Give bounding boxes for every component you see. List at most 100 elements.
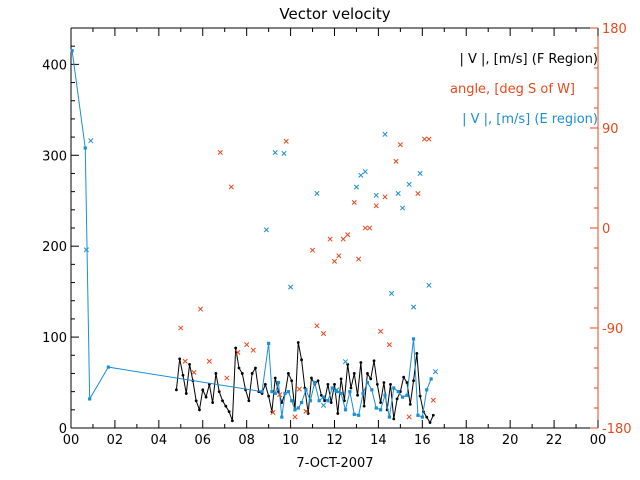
angle-point	[327, 236, 333, 242]
f-region-point	[300, 358, 303, 362]
e-region-point	[365, 380, 370, 385]
f-region-point	[389, 382, 392, 386]
angle-point-stroke-b	[378, 328, 384, 334]
e-region-scatter-point-stroke-b	[83, 247, 89, 253]
angle-point-stroke-b	[382, 194, 388, 200]
legend-entry-e-region: | V |, [m/s] (E region)	[462, 112, 598, 127]
f-region-point	[201, 388, 205, 392]
e-region-point	[379, 408, 383, 412]
f-region-point	[188, 362, 191, 366]
e-region-scatter-point	[358, 172, 364, 178]
x-tick-label: 14	[370, 433, 387, 448]
e-region-scatter-point-stroke-b	[426, 282, 432, 288]
angle-point	[283, 138, 289, 144]
e-region-point	[83, 146, 87, 150]
e-region-point	[313, 380, 317, 385]
angle-point	[277, 392, 283, 398]
angle-point	[250, 347, 256, 353]
f-region-point	[428, 421, 432, 424]
angle-point-stroke-b	[345, 232, 351, 238]
angle-point	[244, 342, 250, 348]
e-region-scatter-point	[272, 149, 278, 156]
angle-point-stroke-b	[292, 414, 298, 420]
e-region-scatter-point	[88, 138, 94, 144]
f-region-point	[178, 357, 182, 361]
e-region-scatter-point	[314, 190, 320, 197]
e-region-point	[348, 390, 352, 394]
angle-point-stroke-b	[244, 342, 250, 348]
angle-point	[303, 408, 309, 414]
e-region-scatter-point-stroke-b	[88, 138, 94, 144]
f-region-point	[286, 372, 290, 375]
angle-point	[224, 375, 230, 381]
f-region-point	[296, 341, 300, 344]
angle-point-stroke-b	[228, 184, 234, 190]
chart-title: Vector velocity	[279, 5, 390, 23]
e-region-scatter-point	[281, 150, 287, 157]
angle-point-stroke-b	[309, 247, 316, 253]
angle-point-stroke-b	[356, 256, 362, 262]
y2-tick-label: 90	[602, 122, 619, 137]
f-region-point	[184, 392, 188, 395]
f-region-point	[375, 382, 379, 386]
e-region-point	[260, 390, 264, 394]
e-region-point	[387, 415, 391, 419]
e-region-scatter-point-stroke-b	[353, 184, 360, 190]
angle-point	[397, 142, 403, 148]
y-tick-label: 300	[42, 149, 67, 164]
x-tick-label: 18	[458, 433, 475, 448]
e-region-point	[357, 413, 361, 417]
f-region-point	[329, 401, 333, 404]
angle-point-stroke-b	[191, 369, 197, 375]
e-region-scatter-point	[288, 284, 294, 290]
f-region-point	[405, 381, 409, 384]
angle-point-stroke-b	[206, 358, 212, 364]
e-region-point	[370, 388, 374, 392]
y-tick-label: 400	[42, 58, 67, 73]
f-region-point	[418, 394, 422, 398]
e-region-scatter-point-stroke-b	[395, 190, 401, 197]
angle-point	[182, 358, 188, 364]
f-region-point	[310, 376, 313, 380]
angle-point	[217, 149, 223, 155]
angle-point-stroke-b	[217, 149, 223, 155]
y2-tick-label: -90	[602, 322, 623, 337]
e-region-scatter-point	[426, 282, 432, 288]
angle-point-stroke-b	[373, 203, 379, 209]
e-region-scatter-point-stroke-b	[272, 149, 278, 156]
e-region-point	[420, 415, 424, 419]
f-region-point	[395, 397, 399, 401]
f-region-point	[194, 399, 198, 403]
f-region-point	[234, 346, 238, 350]
x-tick-label: 20	[502, 433, 519, 448]
e-region-point	[283, 391, 287, 396]
f-region-point	[230, 419, 234, 423]
angle-point-stroke-b	[406, 414, 412, 420]
angle-point	[351, 199, 357, 205]
angle-point	[378, 328, 384, 334]
f-region-point	[204, 395, 208, 399]
e-region-scatter-point	[389, 290, 395, 297]
f-region-point	[408, 402, 412, 406]
e-region-point	[317, 399, 321, 403]
angle-point-stroke-b	[283, 138, 289, 144]
f-region-point	[280, 401, 284, 404]
e-region-point	[280, 415, 284, 419]
angle-point	[292, 414, 298, 420]
angle-point	[430, 397, 436, 403]
e-region-scatter-point	[395, 190, 401, 197]
angle-point	[320, 331, 327, 337]
e-region-scatter-point	[410, 304, 417, 310]
e-region-point	[425, 388, 429, 392]
f-region-point	[349, 386, 353, 390]
y2-tick-label: -180	[602, 422, 632, 437]
e-region-point	[290, 399, 294, 403]
angle-point-stroke-b	[336, 253, 342, 259]
e-region-line	[71, 50, 432, 418]
angle-point-stroke-b	[386, 342, 392, 348]
angle-point-stroke-b	[362, 225, 368, 231]
f-region-point	[214, 372, 218, 375]
y-tick-label: 100	[42, 331, 67, 346]
e-region-scatter-point	[353, 184, 360, 190]
e-region-point	[335, 390, 339, 394]
